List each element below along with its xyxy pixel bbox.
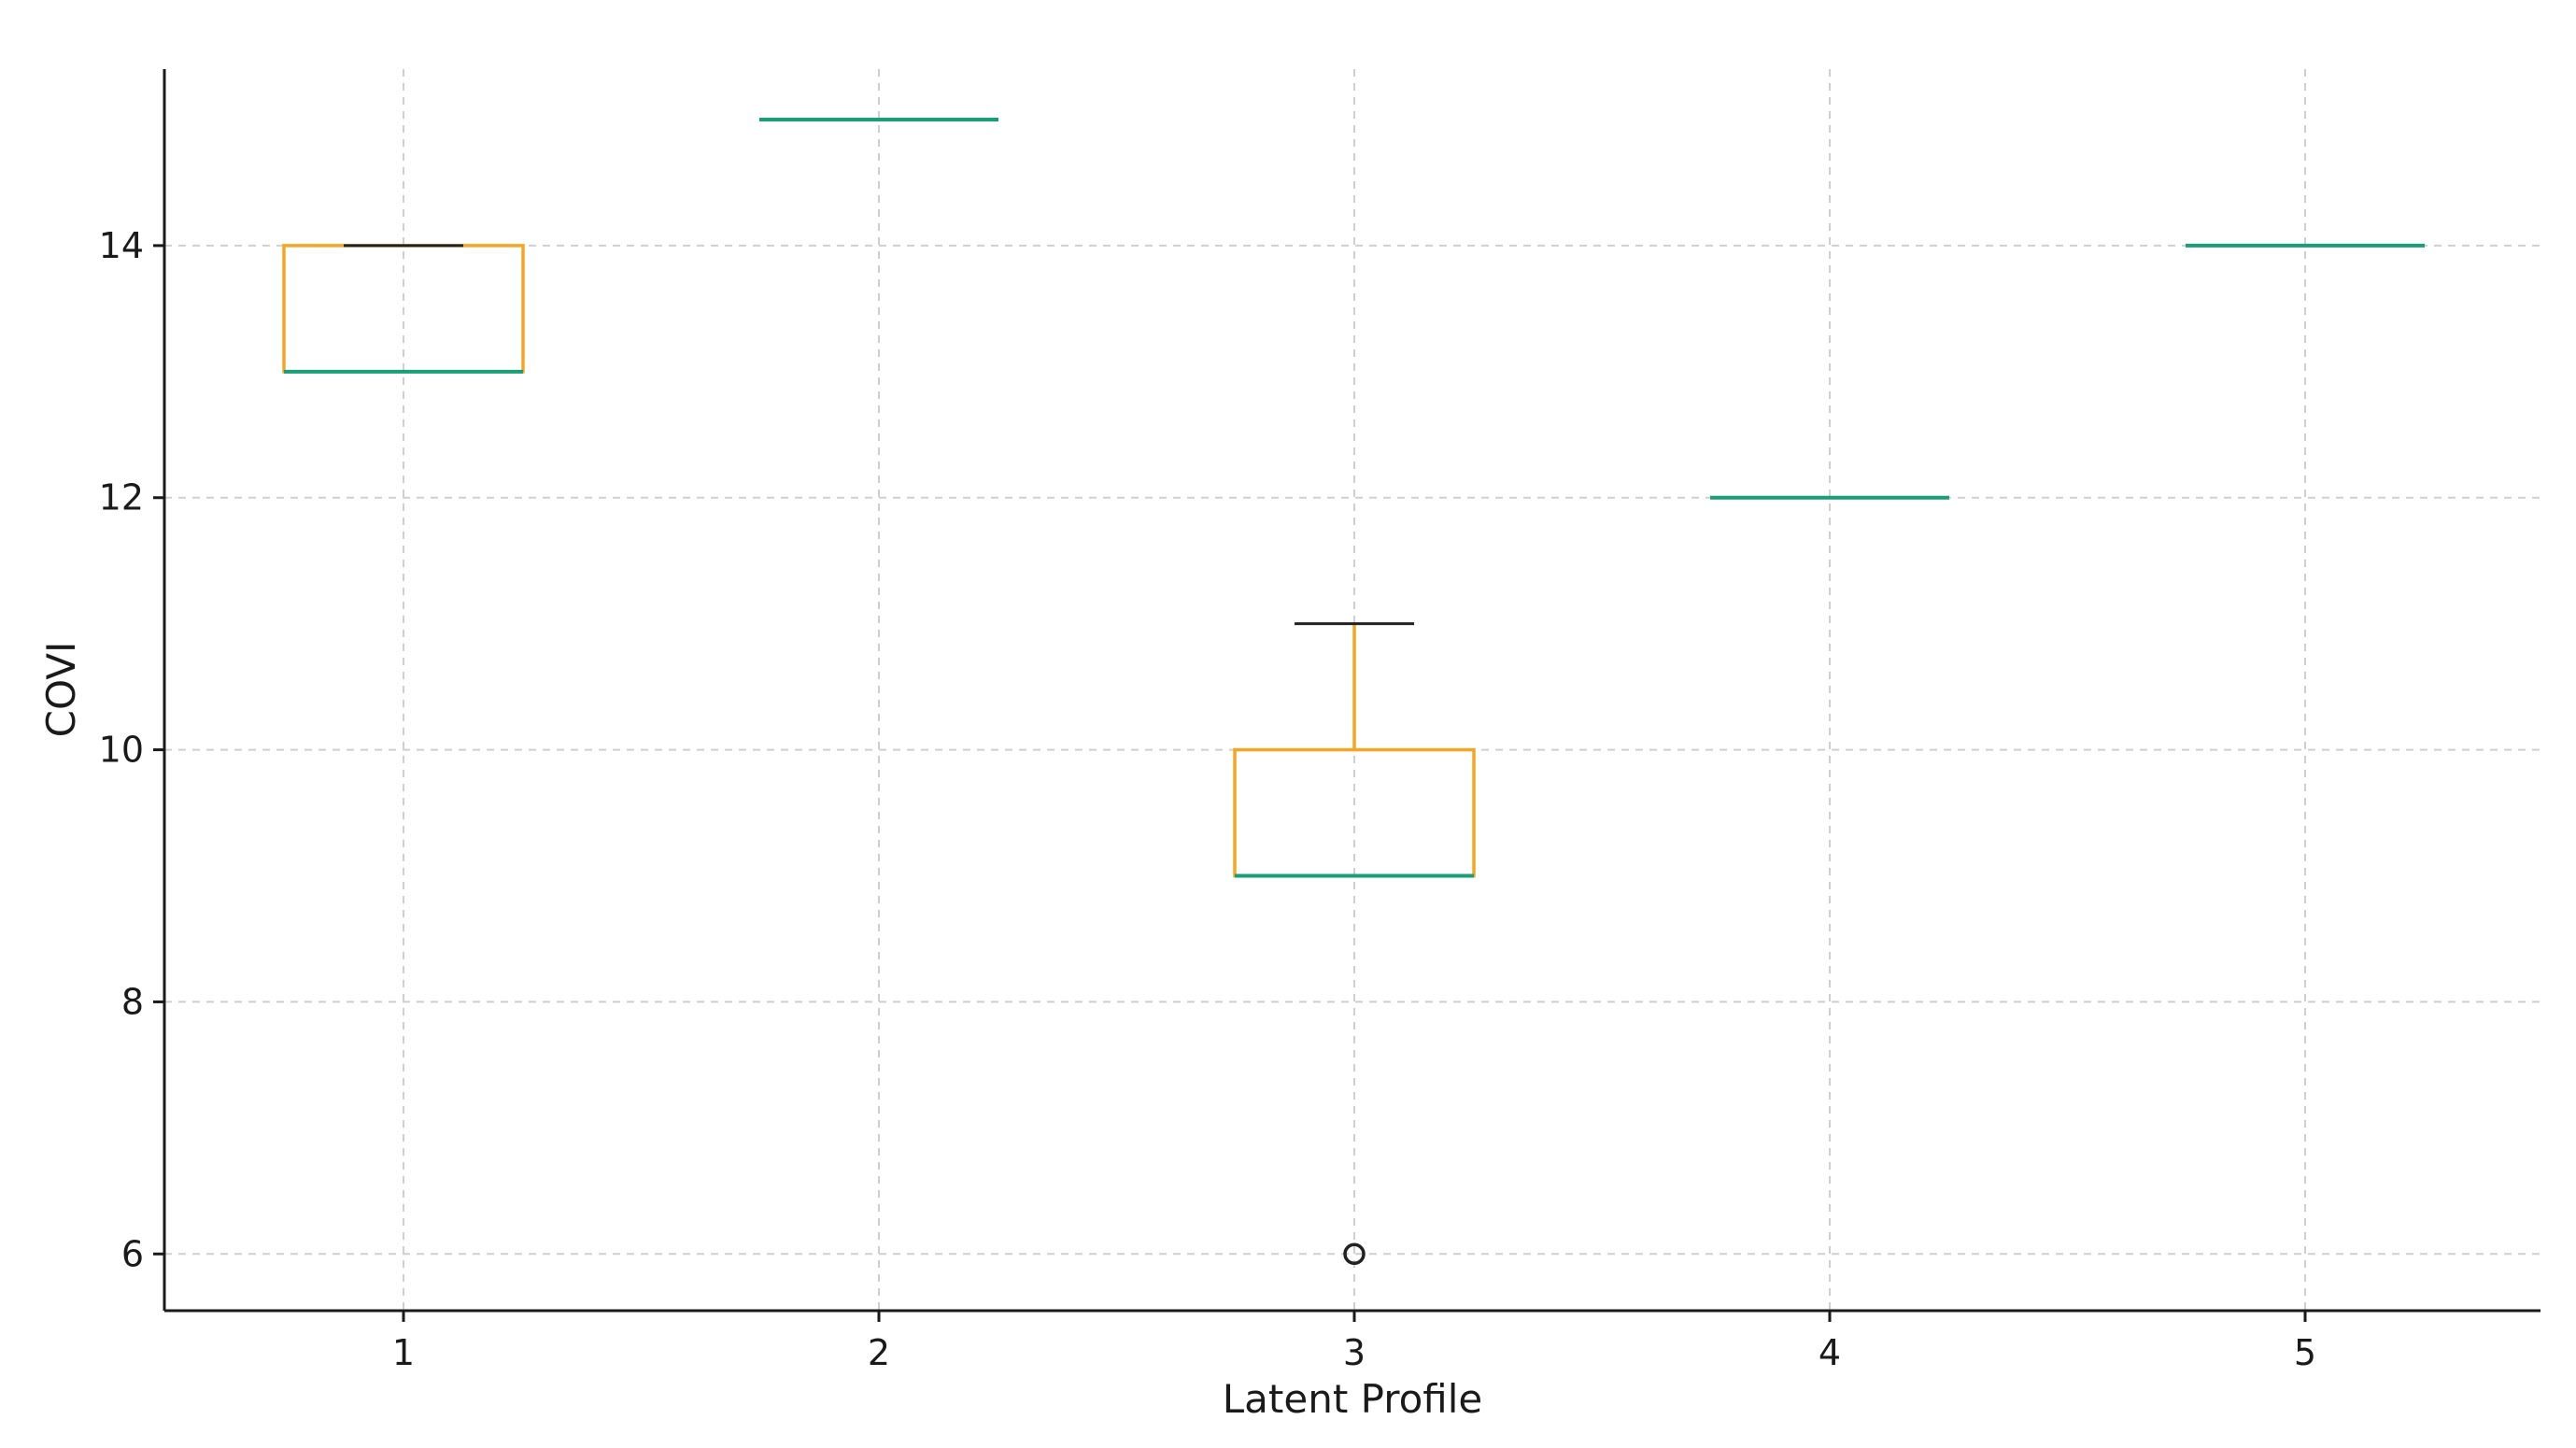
x-tick-label-3: 3 — [1343, 1332, 1366, 1373]
axes — [163, 69, 2541, 1313]
flier-3-0 — [1343, 1242, 1366, 1266]
y-tick-label-12: 12 — [99, 477, 144, 518]
y-tick-label-6: 6 — [121, 1233, 144, 1274]
x-tick-label-4: 4 — [1819, 1332, 1841, 1373]
x-tick-label-5: 5 — [2294, 1332, 2316, 1373]
box-group-3 — [1233, 622, 1476, 1266]
y-tick-label-10: 10 — [99, 730, 144, 771]
grid-lines — [164, 69, 2541, 1311]
x-tick-label-1: 1 — [392, 1332, 415, 1373]
x-tick-label-2: 2 — [868, 1332, 890, 1373]
y-tick-label-8: 8 — [121, 981, 144, 1022]
y-tick-label-14: 14 — [99, 225, 144, 266]
y-axis-title: COVI — [38, 642, 84, 738]
box-plot-marks — [282, 117, 2425, 1266]
box-group-1 — [282, 244, 525, 374]
x-axis-title: Latent Profile — [1223, 1376, 1482, 1422]
